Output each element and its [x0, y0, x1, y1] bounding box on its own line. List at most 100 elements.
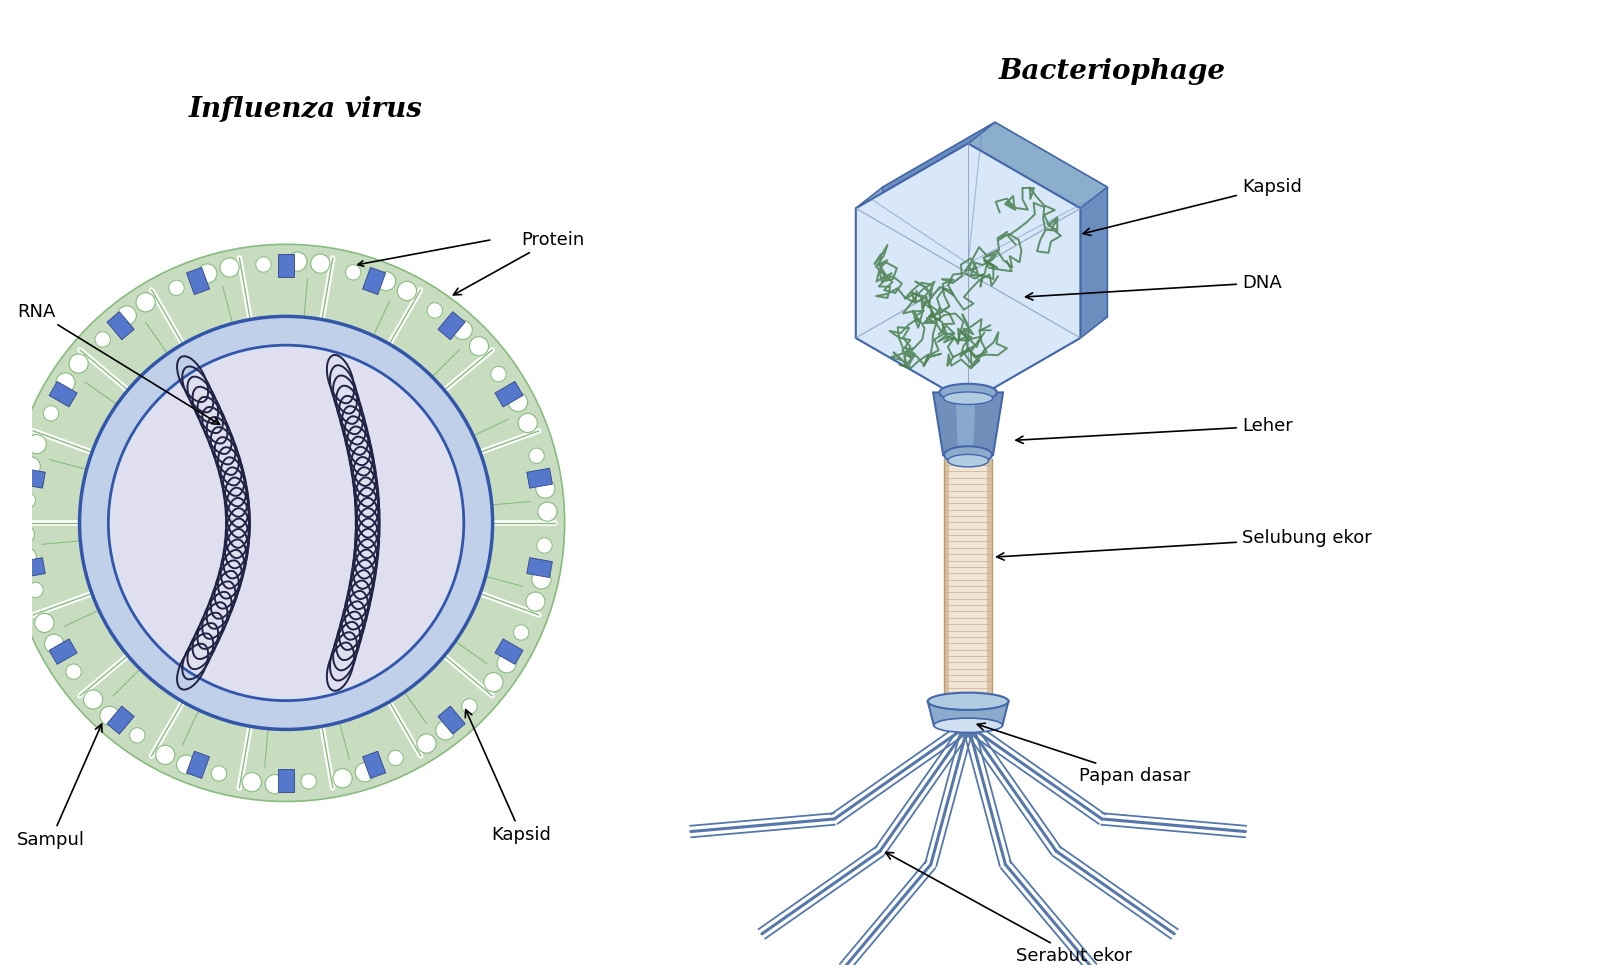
- Circle shape: [21, 456, 40, 476]
- Polygon shape: [107, 706, 134, 734]
- Circle shape: [18, 548, 37, 567]
- Circle shape: [462, 698, 477, 714]
- Circle shape: [168, 281, 184, 295]
- Circle shape: [288, 252, 307, 271]
- Polygon shape: [856, 187, 883, 338]
- Polygon shape: [856, 317, 995, 403]
- Polygon shape: [856, 144, 1080, 403]
- Circle shape: [112, 348, 461, 698]
- Circle shape: [498, 653, 517, 673]
- Circle shape: [27, 583, 43, 598]
- Text: Papan dasar: Papan dasar: [978, 723, 1190, 785]
- Ellipse shape: [944, 447, 992, 463]
- Ellipse shape: [947, 454, 989, 467]
- Polygon shape: [928, 701, 1008, 725]
- Circle shape: [469, 337, 488, 356]
- Polygon shape: [526, 557, 552, 578]
- Polygon shape: [438, 706, 466, 734]
- Circle shape: [530, 448, 544, 463]
- Circle shape: [310, 254, 330, 273]
- Text: Serabut ekor: Serabut ekor: [886, 853, 1133, 965]
- Text: Protein: Protein: [453, 230, 584, 295]
- Circle shape: [536, 479, 555, 498]
- Polygon shape: [494, 639, 523, 664]
- Circle shape: [94, 332, 110, 348]
- Circle shape: [427, 303, 443, 318]
- Circle shape: [256, 257, 270, 272]
- Ellipse shape: [939, 384, 997, 401]
- Circle shape: [435, 720, 454, 740]
- Circle shape: [531, 570, 550, 589]
- Circle shape: [66, 664, 82, 680]
- Ellipse shape: [928, 692, 1008, 710]
- Circle shape: [418, 734, 437, 753]
- Circle shape: [491, 366, 506, 382]
- Circle shape: [514, 624, 530, 640]
- Circle shape: [117, 306, 136, 325]
- Circle shape: [518, 414, 538, 432]
- Circle shape: [483, 673, 502, 691]
- Circle shape: [43, 406, 59, 421]
- Polygon shape: [363, 267, 386, 294]
- Circle shape: [198, 264, 218, 284]
- Polygon shape: [278, 254, 294, 277]
- Text: Leher: Leher: [1016, 418, 1293, 444]
- Circle shape: [109, 345, 464, 701]
- Circle shape: [242, 773, 261, 791]
- Circle shape: [453, 320, 472, 340]
- Circle shape: [526, 592, 546, 612]
- Polygon shape: [363, 752, 386, 779]
- Polygon shape: [438, 312, 466, 340]
- Circle shape: [14, 524, 34, 544]
- Circle shape: [333, 769, 352, 787]
- Circle shape: [69, 354, 88, 373]
- Polygon shape: [856, 122, 995, 209]
- Text: Selubung ekor: Selubung ekor: [997, 529, 1371, 560]
- Polygon shape: [944, 458, 949, 714]
- Circle shape: [176, 755, 195, 774]
- Circle shape: [266, 775, 285, 794]
- Circle shape: [346, 265, 362, 280]
- Polygon shape: [944, 458, 992, 714]
- Polygon shape: [987, 458, 992, 714]
- Polygon shape: [50, 382, 77, 407]
- Circle shape: [509, 392, 528, 412]
- Circle shape: [130, 727, 146, 743]
- Polygon shape: [968, 317, 1107, 403]
- Polygon shape: [278, 769, 294, 792]
- Polygon shape: [50, 639, 77, 664]
- Text: DNA: DNA: [1026, 274, 1282, 300]
- Polygon shape: [955, 392, 976, 454]
- Circle shape: [21, 492, 35, 508]
- Circle shape: [80, 317, 493, 729]
- Polygon shape: [526, 468, 552, 488]
- Text: RNA: RNA: [18, 303, 219, 424]
- Polygon shape: [494, 382, 523, 407]
- Text: Influenza virus: Influenza virus: [189, 96, 422, 123]
- Circle shape: [355, 762, 374, 782]
- Circle shape: [376, 272, 395, 291]
- Polygon shape: [187, 267, 210, 294]
- Circle shape: [56, 373, 75, 392]
- Circle shape: [387, 751, 403, 766]
- Circle shape: [219, 258, 238, 277]
- Circle shape: [27, 435, 46, 453]
- Circle shape: [136, 292, 155, 312]
- Circle shape: [35, 614, 54, 632]
- Polygon shape: [19, 557, 45, 578]
- Circle shape: [301, 774, 317, 789]
- Polygon shape: [107, 312, 134, 340]
- Circle shape: [155, 745, 174, 764]
- Circle shape: [211, 766, 227, 781]
- Circle shape: [397, 282, 416, 301]
- Ellipse shape: [934, 719, 1003, 732]
- Circle shape: [536, 538, 552, 553]
- Circle shape: [538, 502, 557, 521]
- Text: Sampul: Sampul: [16, 724, 102, 849]
- Text: Kapsid: Kapsid: [466, 710, 552, 844]
- Polygon shape: [883, 122, 1107, 382]
- Polygon shape: [19, 468, 45, 488]
- Polygon shape: [968, 122, 1107, 209]
- Circle shape: [45, 634, 64, 653]
- Circle shape: [99, 706, 118, 725]
